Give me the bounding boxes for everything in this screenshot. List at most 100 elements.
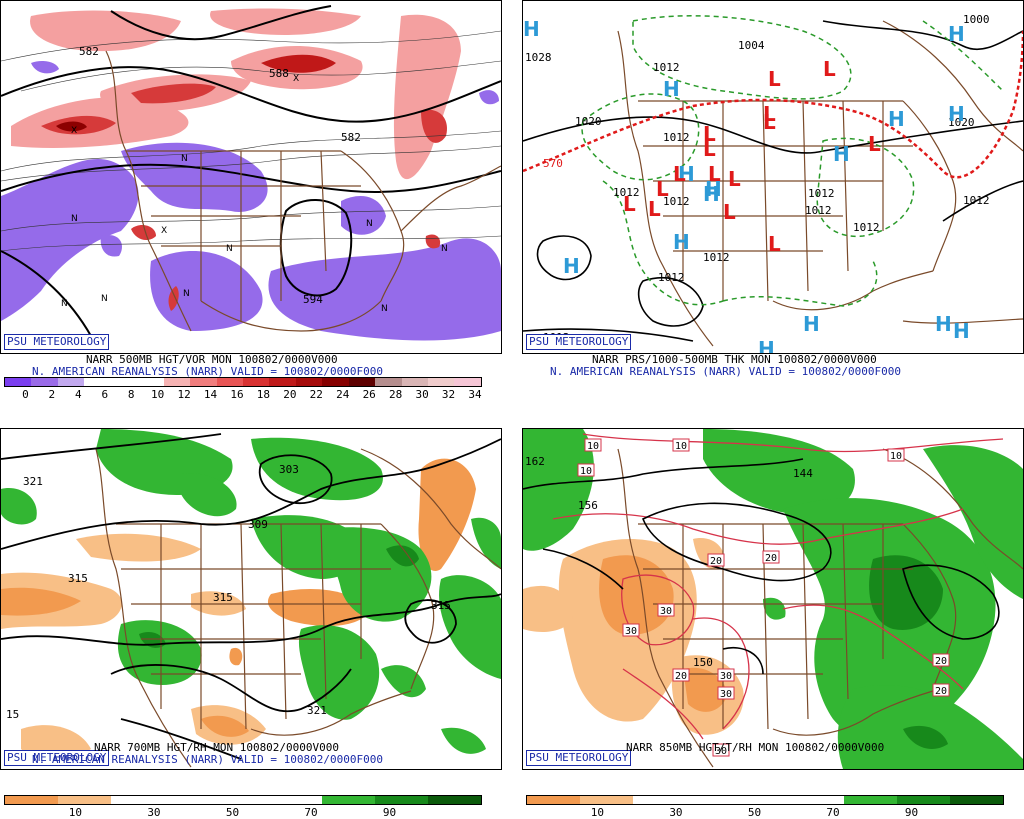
color-swatch	[5, 796, 58, 804]
psu-meteorology-badge: PSU METEOROLOGY	[4, 750, 110, 766]
high-pressure-symbol: H	[678, 162, 695, 186]
color-swatch	[632, 796, 686, 804]
low-pressure-symbol: L	[623, 192, 636, 216]
high-pressure-symbol: H	[803, 312, 820, 336]
moist-shading	[1, 429, 501, 754]
pressure-labels: 1028 1004 1012 1020 1012 1012 1012 1012 …	[525, 13, 990, 344]
product-title: NARR 700MB HGT/RH MON 100802/0000V000	[94, 741, 340, 754]
high-pressure-symbol: H	[705, 177, 722, 201]
color-swatch	[84, 378, 111, 386]
scale-tick-label: 28	[389, 388, 403, 401]
svg-text:20: 20	[935, 656, 947, 667]
svg-text:N: N	[71, 214, 78, 224]
svg-text:N: N	[181, 154, 188, 164]
high-pressure-symbol: H	[935, 312, 952, 336]
contour-label: 150	[693, 656, 713, 669]
low-pressure-symbol: L	[763, 102, 776, 126]
scale-tick-label: 10	[590, 806, 605, 819]
scale-tick-label: 34	[468, 388, 482, 401]
low-pressure-symbol: L	[868, 132, 881, 156]
scale-tick-label: 90	[382, 806, 397, 819]
isobar-label: 1012	[805, 204, 832, 217]
low-pressure-symbol: L	[703, 137, 716, 161]
svg-text:20: 20	[765, 553, 777, 564]
scale-tick-label: 18	[256, 388, 271, 401]
isobar-label: 1000	[963, 13, 990, 26]
contour-label: 315	[68, 572, 88, 585]
isotherm-label-box: 30	[712, 743, 730, 757]
color-swatch	[348, 378, 376, 386]
isotherm-label-box: 10	[577, 463, 595, 477]
height-contours	[1, 433, 501, 760]
isotherm-label-box: 20	[707, 553, 725, 567]
moist-shading	[523, 429, 1023, 769]
coastlines-borders	[95, 448, 501, 768]
svg-text:30: 30	[720, 689, 732, 700]
height-labels: 321 303 309 315 315 315 321 15	[6, 463, 451, 721]
valid-time: N. AMERICAN REANALYSIS (NARR) VALID = 10…	[32, 365, 383, 378]
scale-tick-label: 0	[22, 388, 29, 401]
isotherm-label-box: 30	[717, 668, 735, 682]
svg-text:20: 20	[935, 686, 947, 697]
map-850mb-temp-rh: 162 156 144 150 10 10 10 10 20 20 20 30 30 30 30 30…	[522, 428, 1024, 770]
rh-color-scale	[526, 795, 1004, 805]
svg-text:N: N	[101, 294, 108, 304]
height-contours	[1, 5, 501, 337]
high-pressure-symbol: H	[523, 17, 540, 41]
vorticity-extrema-labels: N N N N N N N N N X X X	[61, 74, 448, 314]
psu-meteorology-badge: PSU METEOROLOGY	[4, 334, 110, 350]
contour-label: 303	[279, 463, 299, 476]
svg-text:X: X	[161, 226, 167, 236]
color-swatch	[242, 378, 270, 386]
scale-tick-label: 22	[309, 388, 323, 401]
svg-text:30: 30	[720, 671, 732, 682]
color-swatch	[428, 796, 482, 804]
color-swatch	[375, 796, 429, 804]
height-labels: 582 582 588 594	[79, 45, 361, 306]
contour-label: 144	[793, 467, 813, 480]
low-pressure-symbol: L	[723, 200, 736, 224]
color-swatch	[685, 796, 739, 804]
contour-label: 321	[23, 475, 43, 488]
rh-scale-ticks: 10 30 50 70 90	[4, 806, 480, 819]
color-swatch	[527, 796, 580, 804]
valid-time: N. AMERICAN REANALYSIS (NARR) VALID = 10…	[32, 753, 383, 766]
high-pressure-symbol: H	[563, 254, 580, 278]
color-swatch	[57, 796, 111, 804]
isobar-label: 1012	[663, 131, 690, 144]
isotherm-labels: 10 10 10 10 20 20 20 30 30 30 30 30 20 20	[577, 438, 950, 757]
svg-text:20: 20	[710, 556, 722, 567]
high-pressure-symbol: H	[663, 77, 680, 101]
dry-shading	[1, 458, 476, 761]
isotherm-label-box: 10	[672, 438, 690, 452]
scale-tick-label: 12	[177, 388, 191, 401]
svg-text:N: N	[61, 299, 68, 309]
svg-text:20: 20	[675, 671, 687, 682]
color-swatch	[322, 378, 349, 386]
low-pressure-symbol: L	[673, 162, 686, 186]
pressure-isobars	[523, 20, 1023, 342]
scale-tick-label: 20	[283, 388, 297, 401]
color-swatch	[738, 796, 792, 804]
map-500mb-vorticity: 582 582 588 594 N N N N N N N N N X X X PSU METE…	[0, 0, 502, 354]
low-pressure-symbol: L	[768, 232, 781, 256]
negative-vorticity-shading	[1, 61, 501, 341]
rh-scale-ticks: 10 30 50 70 90	[526, 806, 1002, 819]
color-swatch	[269, 796, 323, 804]
isobar-label: 1012	[853, 221, 880, 234]
isotherm-label-box: 30	[622, 623, 640, 637]
low-pressure-symbol: L	[648, 197, 661, 221]
scale-tick-label: 16	[230, 388, 244, 401]
isobar-label: 1012	[613, 186, 640, 199]
isobar-label: 1020	[575, 115, 602, 128]
vorticity-scale-ticks: 0 2 4 6 8 10 12 14 16 18 20 22 24 26 28 30 32 34	[4, 388, 482, 402]
low-pressure-symbol: L	[823, 57, 836, 81]
isobar-label: 1012	[658, 271, 685, 284]
high-pressure-symbol: H	[948, 102, 965, 126]
svg-text:X: X	[71, 126, 77, 136]
valid-time: N. AMERICAN REANALYSIS (NARR) VALID = 10…	[550, 365, 901, 378]
color-swatch	[579, 796, 633, 804]
svg-text:N: N	[381, 304, 388, 314]
rh-color-scale	[4, 795, 482, 805]
